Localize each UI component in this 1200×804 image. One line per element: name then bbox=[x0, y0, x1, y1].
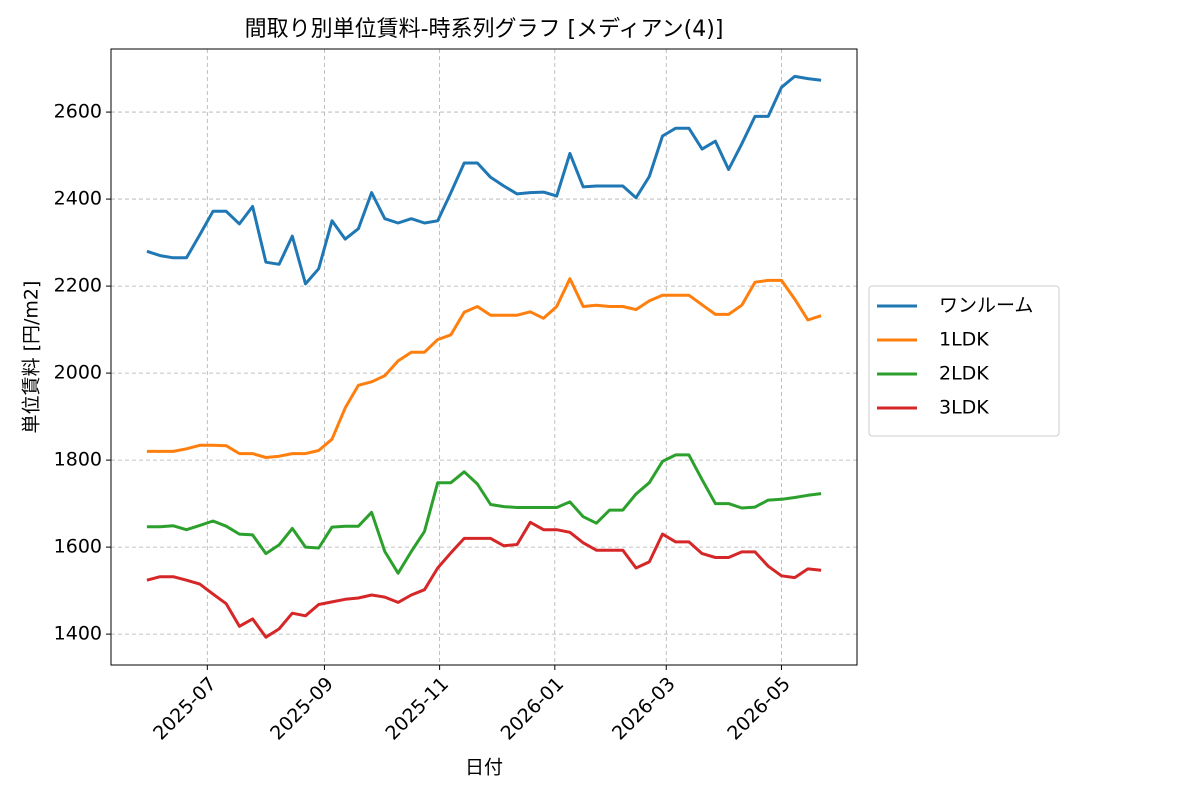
y-tick-label: 2000 bbox=[54, 362, 102, 384]
data-line bbox=[146, 520, 822, 639]
chart-title: 間取り別単位賃料-時系列グラフ [メディアン(4)] bbox=[245, 17, 724, 42]
x-axis-label: 日付 bbox=[465, 757, 503, 779]
y-tick-label: 2400 bbox=[54, 188, 102, 210]
y-tick-label: 2200 bbox=[54, 275, 102, 297]
data-line bbox=[146, 74, 822, 286]
plot-frame bbox=[110, 48, 858, 666]
data-line bbox=[146, 453, 822, 575]
legend-label: 2LDK bbox=[939, 363, 989, 385]
y-tick-label: 1400 bbox=[54, 623, 102, 645]
data-line bbox=[146, 277, 822, 459]
y-tick-label: 2600 bbox=[54, 101, 102, 123]
legend-label: 1LDK bbox=[939, 329, 989, 351]
legend-label: ワンルーム bbox=[939, 295, 1033, 317]
y-axis-label: 単位賃料 [円/m2] bbox=[21, 281, 43, 434]
y-tick-label: 1600 bbox=[54, 536, 102, 558]
legend-label: 3LDK bbox=[939, 397, 989, 419]
y-tick-label: 1800 bbox=[54, 449, 102, 471]
legend-box bbox=[868, 285, 1060, 437]
